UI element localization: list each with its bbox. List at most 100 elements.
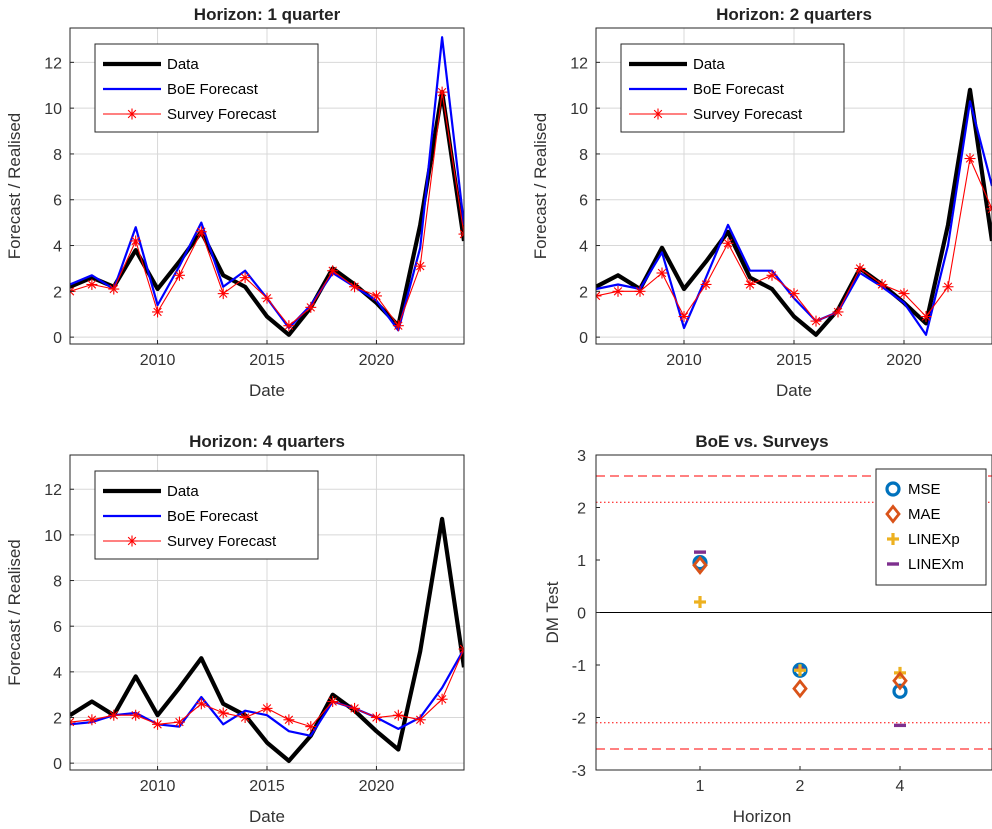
marker-stroke (70, 287, 75, 293)
survey-marker (70, 716, 76, 728)
marker-stroke (372, 291, 381, 301)
y-axis-label: Forecast / Realised (5, 539, 24, 685)
legend-marker (126, 535, 138, 547)
marker-stroke (131, 710, 140, 720)
legend-label: Data (167, 483, 199, 500)
y-tick-label: 2 (577, 501, 586, 518)
marker-stroke (394, 321, 403, 330)
y-tick-label: 8 (579, 147, 588, 164)
chart-title: Horizon: 1 quarter (194, 5, 341, 24)
x-tick-label: 2015 (776, 352, 812, 369)
mae-marker (792, 678, 808, 699)
linexp-marker (887, 533, 899, 545)
survey-marker (108, 283, 120, 295)
marker-stroke (596, 295, 601, 301)
marker-stroke (131, 236, 140, 246)
marker-stroke (87, 715, 97, 725)
survey-marker (832, 306, 844, 318)
legend-label: Survey Forecast (167, 533, 277, 550)
marker-stroke (415, 261, 425, 271)
survey-marker (217, 288, 229, 300)
marker-stroke (789, 289, 799, 298)
marker-stroke (899, 289, 909, 298)
survey-marker (305, 721, 317, 733)
y-tick-label: 3 (577, 448, 586, 465)
survey-marker (108, 709, 120, 721)
y-tick-label: 2 (53, 711, 62, 728)
chart-title: Horizon: 2 quarters (716, 5, 872, 24)
marker-stroke (745, 280, 755, 289)
x-tick-label: 2010 (666, 352, 702, 369)
survey-marker (349, 281, 361, 293)
survey-marker (130, 235, 142, 247)
survey-marker (722, 237, 734, 249)
legend-marker (652, 108, 664, 120)
x-tick-label: 2 (796, 778, 805, 795)
x-tick-label: 1 (696, 778, 705, 795)
survey-marker (986, 203, 992, 215)
survey-marker (370, 290, 382, 302)
survey-marker (854, 262, 866, 274)
survey-marker (634, 285, 646, 297)
legend-marker (126, 108, 138, 120)
marker-stroke (175, 271, 184, 280)
marker-stroke (262, 704, 272, 713)
marker-stroke (70, 290, 75, 296)
survey-marker (436, 86, 448, 98)
survey-marker (305, 301, 317, 313)
y-axis-label: DM Test (543, 581, 562, 643)
marker-stroke (127, 536, 137, 546)
marker-stroke (653, 109, 663, 119)
panel-1: 2010 2015 2020 0 2 4 6 8 10 12 Horizon: 1 quarter D… (5, 5, 465, 400)
x-tick-label: 2020 (359, 778, 395, 795)
series-group (596, 87, 992, 337)
marker-stroke (70, 721, 75, 727)
marker-stroke (306, 303, 316, 312)
survey-marker (130, 709, 142, 721)
survey-marker (86, 714, 98, 726)
marker-stroke (284, 715, 294, 725)
y-tick-label: 6 (579, 193, 588, 210)
survey-marker (152, 306, 164, 318)
survey-marker (898, 288, 910, 300)
x-tick-label: 2015 (249, 778, 285, 795)
marker-stroke (459, 644, 464, 650)
survey-marker (414, 714, 426, 726)
marker-stroke (197, 227, 206, 237)
survey-marker (766, 269, 778, 281)
marker-stroke (833, 307, 843, 317)
marker-stroke (437, 87, 447, 97)
marker-stroke (723, 239, 733, 248)
survey-marker (327, 265, 339, 277)
marker-stroke (328, 697, 337, 706)
survey-marker (656, 267, 668, 279)
survey-marker (876, 278, 888, 290)
linexp-marker (694, 596, 706, 608)
survey-marker (239, 272, 251, 284)
y-tick-label: 0 (53, 756, 62, 773)
y-tick-label: 12 (44, 55, 62, 72)
x-tick-label: 2010 (140, 778, 176, 795)
survey-marker (810, 315, 822, 327)
marker-stroke (350, 282, 359, 291)
x-tick-label: 2010 (140, 352, 176, 369)
mae-marker (892, 671, 908, 691)
legend: Data BoE Forecast Survey Forecast (94, 470, 319, 560)
marker-stroke (613, 287, 623, 296)
survey-marker (596, 290, 602, 302)
survey-marker (436, 693, 448, 705)
marker-stroke (596, 291, 601, 297)
marker-stroke (987, 204, 992, 210)
panel-3: 2010 2015 2020 0 2 4 6 8 10 12 Horizon: 4 quarters… (5, 432, 465, 826)
survey-marker (964, 153, 976, 165)
y-tick-label: 4 (53, 239, 62, 256)
marker-stroke (459, 648, 464, 654)
survey-marker (349, 702, 361, 714)
x-axis-label: Horizon (733, 807, 792, 826)
survey-marker (283, 320, 295, 332)
marker-stroke (877, 280, 887, 289)
x-tick-label: 2020 (359, 352, 395, 369)
survey-marker (392, 320, 404, 332)
panel-4: 1 2 4 -3 -2 -1 0 1 2 3 BoE vs. Surveys Horizon DM Te… (543, 432, 992, 826)
x-tick-label: 2015 (249, 352, 285, 369)
